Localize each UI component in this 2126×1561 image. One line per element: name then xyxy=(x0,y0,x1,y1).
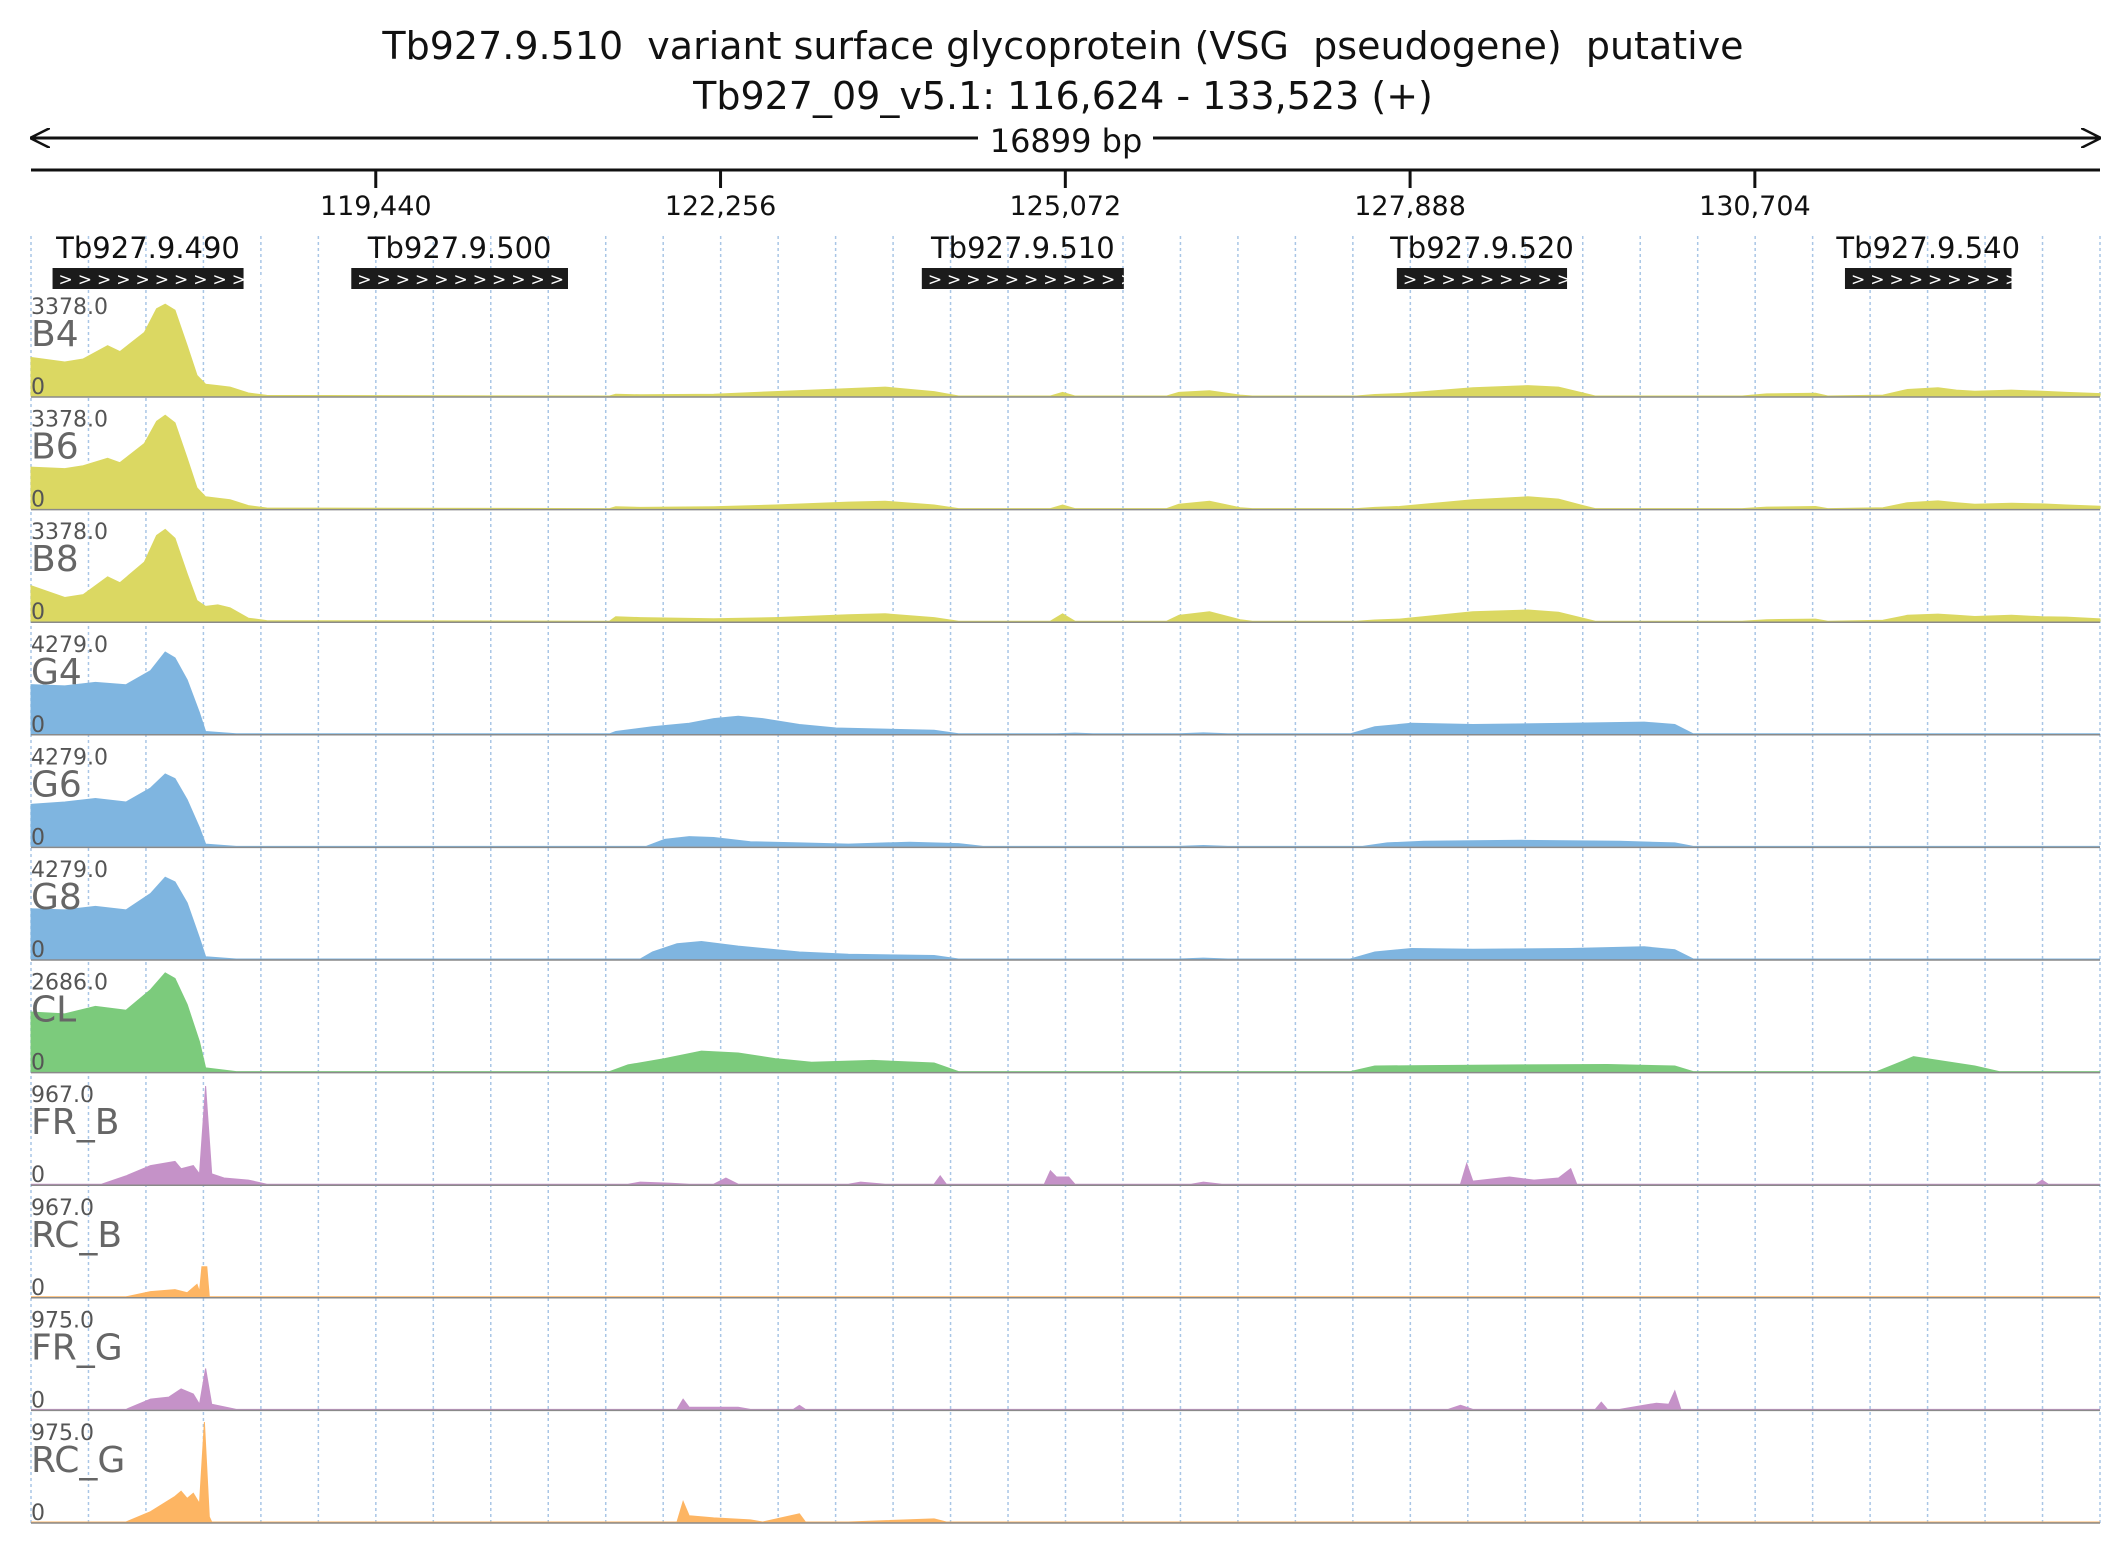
coverage-area xyxy=(30,773,2100,847)
track-min-label: 0 xyxy=(31,1276,45,1301)
gene-box[interactable] xyxy=(351,268,568,289)
track-max-label: 2686.0 xyxy=(31,971,108,996)
track-max-label: 4279.0 xyxy=(31,633,108,658)
gene-feature[interactable]: Tb927.9.510 >>>>>>>>>>>> xyxy=(921,231,1159,290)
track-max-label: 4279.0 xyxy=(31,745,108,770)
track-name: FR_B xyxy=(31,1102,119,1143)
track-min-label: 0 xyxy=(31,1051,45,1076)
coverage-area xyxy=(30,528,2101,622)
track-max-label: 967.0 xyxy=(31,1083,94,1108)
track-name: G6 xyxy=(31,764,82,805)
coverage-tracks: 3378.0B403378.0B603378.0B804279.0G404279… xyxy=(30,295,2101,1526)
coverage-area xyxy=(31,1368,2100,1410)
track-rc-g: 975.0RC_G 0 xyxy=(31,1421,2100,1526)
track-max-label: 975.0 xyxy=(31,1421,94,1446)
coverage-area xyxy=(30,876,2100,960)
gene-label[interactable]: Tb927.9.490 xyxy=(55,231,240,265)
ruler-tick-label: 125,072 xyxy=(1009,191,1121,222)
coordinate-ruler: 119,440 122,256 125,072 127,888 130,704 xyxy=(31,168,2100,222)
track-b4: 3378.0B4 0 xyxy=(30,295,2101,400)
track-min-label: 0 xyxy=(31,938,45,963)
track-max-label: 3378.0 xyxy=(31,408,108,433)
coverage-area xyxy=(30,651,2100,735)
coverage-area xyxy=(30,414,2101,510)
track-max-label: 975.0 xyxy=(31,1308,94,1333)
gene-track[interactable]: Tb927.9.490 >>>>>>>>>>> Tb927.9.500 >>>>>>>… xyxy=(52,231,2025,290)
strand-arrows: >>>>>>>>>>>> xyxy=(928,270,1159,290)
track-max-label: 967.0 xyxy=(31,1196,94,1221)
track-name: G8 xyxy=(31,877,82,918)
gene-feature[interactable]: Tb927.9.540 >>>>>>>>> xyxy=(1835,231,2024,290)
track-min-label: 0 xyxy=(31,488,45,513)
track-g8: 4279.0G8 0 xyxy=(30,858,2100,963)
track-name: RC_G xyxy=(31,1440,125,1481)
track-g4: 4279.0G4 0 xyxy=(30,633,2100,738)
track-min-label: 0 xyxy=(31,375,45,400)
coverage-area xyxy=(30,303,2101,397)
gene-label[interactable]: Tb927.9.520 xyxy=(1389,231,1574,265)
track-b8: 3378.0B8 0 xyxy=(30,520,2101,625)
track-min-label: 0 xyxy=(31,713,45,738)
coverage-area xyxy=(31,1266,2100,1298)
gene-feature[interactable]: Tb927.9.490 >>>>>>>>>>> xyxy=(52,231,271,290)
gene-box[interactable] xyxy=(1844,268,2012,289)
coverage-area xyxy=(30,972,2100,1073)
strand-arrows: >>>>>>>>>>>>> xyxy=(357,270,607,290)
track-name: B4 xyxy=(31,314,79,355)
coverage-area xyxy=(31,1085,2100,1185)
track-rc-b: 967.0RC_B 0 xyxy=(31,1196,2100,1301)
span-arrow: 16899 bp xyxy=(31,122,2100,160)
strand-arrows: >>>>>>>>>> xyxy=(1403,270,1595,290)
coverage-area xyxy=(31,1421,2100,1523)
ruler-tick-label: 130,704 xyxy=(1699,191,1811,222)
gene-box[interactable] xyxy=(52,268,244,289)
track-min-label: 0 xyxy=(31,1163,45,1188)
strand-arrows: >>>>>>>>> xyxy=(1851,270,2024,290)
gene-feature[interactable]: Tb927.9.500 >>>>>>>>>>>>> xyxy=(351,231,607,290)
grid-lines xyxy=(30,236,2101,1525)
track-name: RC_B xyxy=(31,1215,122,1256)
track-max-label: 3378.0 xyxy=(31,520,108,545)
gene-box[interactable] xyxy=(1396,268,1568,289)
track-name: FR_G xyxy=(31,1327,123,1368)
track-cl: 2686.0CL 0 xyxy=(30,971,2100,1076)
track-name: B6 xyxy=(31,427,79,468)
track-fr-b: 967.0FR_B 0 xyxy=(31,1083,2100,1188)
track-b6: 3378.0B6 0 xyxy=(30,408,2101,513)
track-name: CL xyxy=(31,990,76,1031)
track-max-label: 4279.0 xyxy=(31,858,108,883)
feature-title: Tb927.9.510 variant surface glycoprotein… xyxy=(382,24,1744,68)
track-min-label: 0 xyxy=(31,600,45,625)
gene-label[interactable]: Tb927.9.510 xyxy=(930,231,1115,265)
track-min-label: 0 xyxy=(31,825,45,850)
gene-feature[interactable]: Tb927.9.520 >>>>>>>>>> xyxy=(1389,231,1595,290)
locus-label: Tb927_09_v5.1: 116,624 - 133,523 (+) xyxy=(693,74,1433,118)
ruler-tick-label: 119,440 xyxy=(320,191,432,222)
track-g6: 4279.0G6 0 xyxy=(30,745,2100,850)
gene-label[interactable]: Tb927.9.500 xyxy=(367,231,552,265)
track-max-label: 3378.0 xyxy=(31,295,108,320)
track-min-label: 0 xyxy=(31,1388,45,1413)
gene-label[interactable]: Tb927.9.540 xyxy=(1835,231,2020,265)
track-min-label: 0 xyxy=(31,1501,45,1526)
track-fr-g: 975.0FR_G 0 xyxy=(31,1308,2100,1413)
track-name: G4 xyxy=(31,652,82,693)
span-label: 16899 bp xyxy=(990,122,1143,160)
gene-box[interactable] xyxy=(921,268,1124,289)
ruler-tick-label: 127,888 xyxy=(1354,191,1466,222)
ruler-tick-label: 122,256 xyxy=(665,191,777,222)
strand-arrows: >>>>>>>>>>> xyxy=(59,270,271,290)
track-name: B8 xyxy=(31,539,79,580)
